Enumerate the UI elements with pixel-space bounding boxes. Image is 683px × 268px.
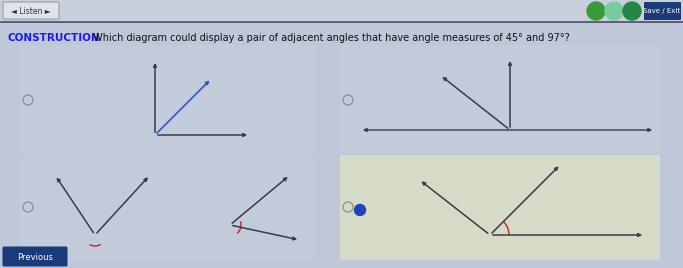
Text: Previous: Previous <box>17 252 53 262</box>
FancyBboxPatch shape <box>3 2 59 19</box>
FancyBboxPatch shape <box>340 155 660 260</box>
FancyBboxPatch shape <box>644 2 681 20</box>
FancyBboxPatch shape <box>0 0 683 22</box>
FancyBboxPatch shape <box>3 247 68 266</box>
FancyBboxPatch shape <box>20 155 315 260</box>
Circle shape <box>587 2 605 20</box>
Text: CONSTRUCTION: CONSTRUCTION <box>8 33 100 43</box>
Text: ◄ Listen ►: ◄ Listen ► <box>11 7 51 16</box>
Circle shape <box>605 2 623 20</box>
FancyBboxPatch shape <box>340 45 660 153</box>
Text: Which diagram could display a pair of adjacent angles that have angle measures o: Which diagram could display a pair of ad… <box>90 33 570 43</box>
Text: Save / Exit: Save / Exit <box>643 9 680 14</box>
FancyBboxPatch shape <box>20 45 315 153</box>
Circle shape <box>354 204 365 215</box>
Circle shape <box>623 2 641 20</box>
